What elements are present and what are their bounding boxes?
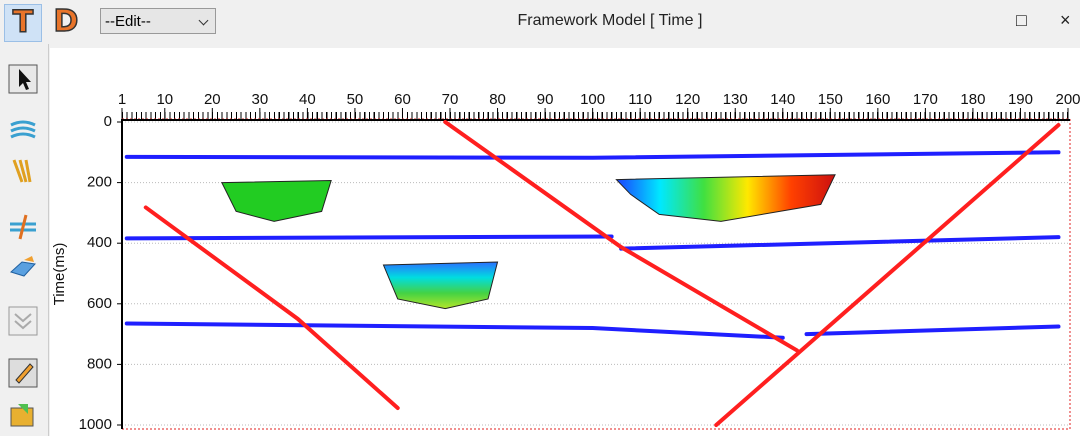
tool-palette [0, 44, 49, 436]
maximize-button[interactable]: □ [1016, 10, 1027, 30]
t-button[interactable]: T [4, 4, 42, 42]
export-tool[interactable] [8, 400, 38, 430]
fault-tool[interactable] [8, 156, 38, 186]
d-button[interactable]: D [53, 3, 79, 40]
close-button[interactable]: × [1060, 10, 1071, 30]
toolbar: T D --Edit-- Framework Model [ Time ] □ … [0, 0, 1080, 44]
x-minor-ruler [122, 112, 1070, 120]
chart-panel [50, 48, 1080, 436]
grid-tool[interactable] [8, 306, 38, 336]
pointer-tool[interactable] [8, 64, 38, 94]
cross-tool[interactable] [8, 212, 38, 242]
horizon-tool[interactable] [8, 116, 38, 146]
edit-tool[interactable] [8, 358, 38, 388]
window-title: Framework Model [ Time ] [517, 12, 703, 29]
surface-tool[interactable] [8, 252, 38, 282]
edit-select[interactable]: --Edit-- [100, 8, 216, 34]
